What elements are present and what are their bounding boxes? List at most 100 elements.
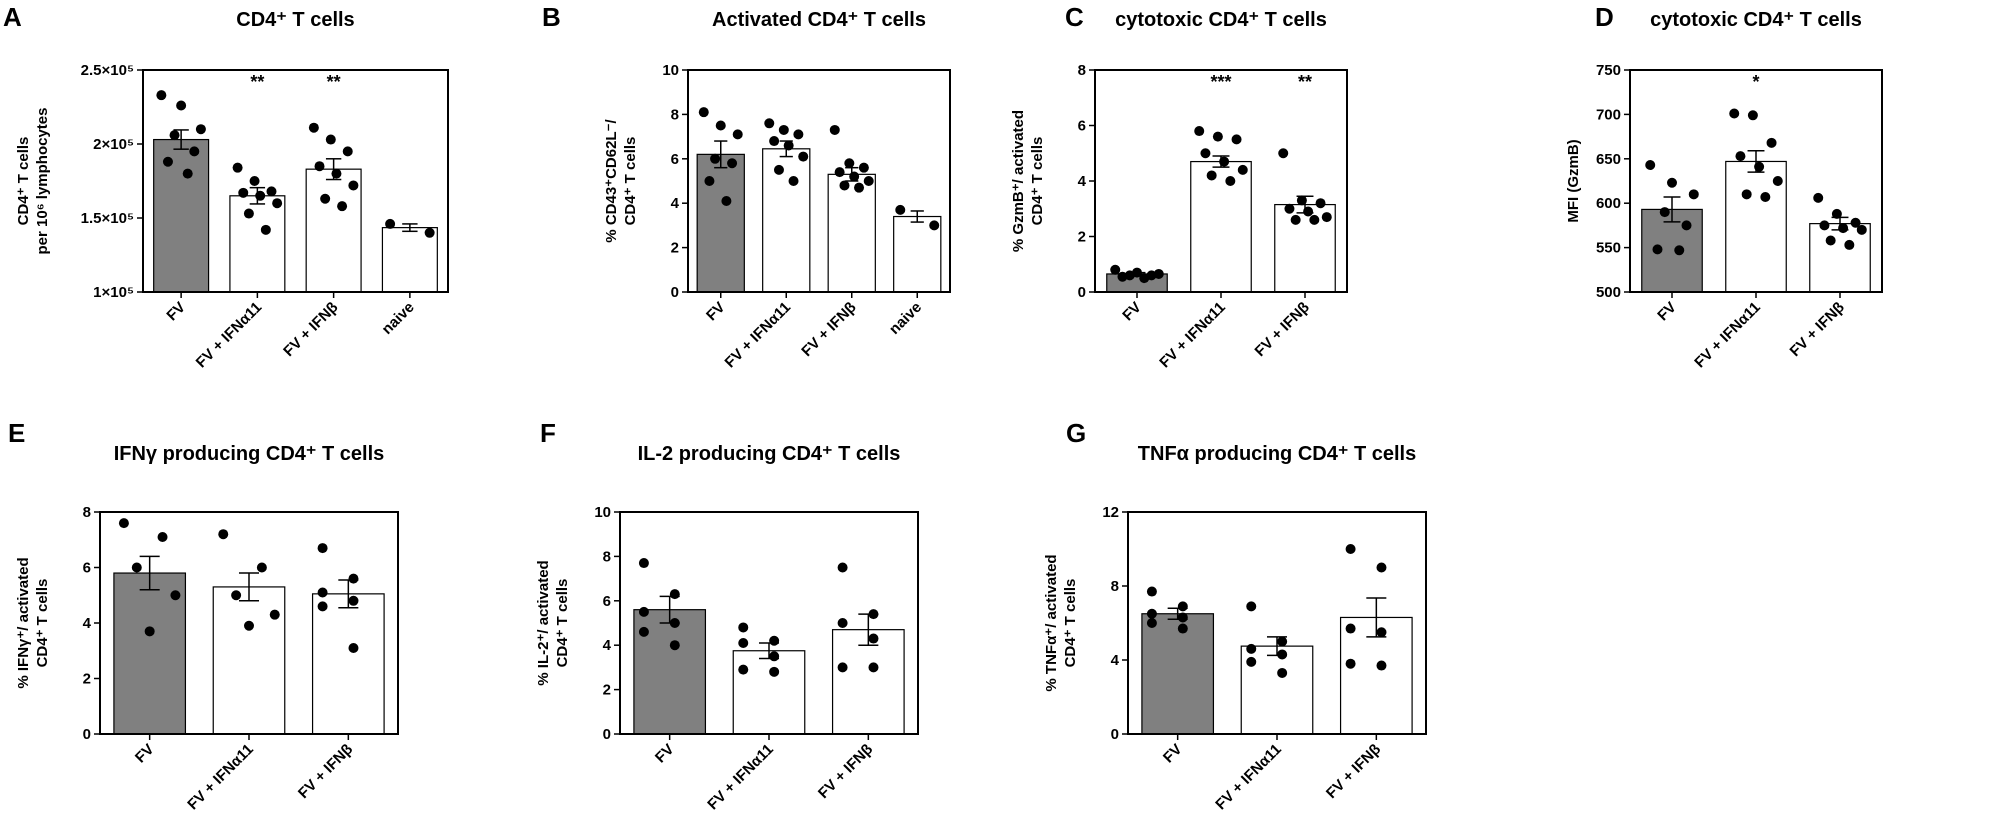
data-point xyxy=(1146,608,1157,619)
data-point xyxy=(1277,636,1288,647)
y-tick-label: 0 xyxy=(671,284,679,301)
x-tick-label: FV + IFNβ xyxy=(280,299,341,360)
data-point xyxy=(1652,244,1663,255)
data-point xyxy=(704,176,715,186)
data-point xyxy=(837,662,848,673)
y-tick-label: 2 xyxy=(671,240,679,257)
data-point xyxy=(783,140,794,151)
data-point xyxy=(170,590,181,601)
data-point xyxy=(1819,220,1830,231)
data-point xyxy=(798,151,809,162)
data-point xyxy=(1296,195,1307,206)
significance-marker: * xyxy=(1752,72,1759,92)
y-tick-label: 8 xyxy=(1111,578,1119,595)
data-point xyxy=(715,120,726,131)
data-point xyxy=(868,633,879,644)
data-point xyxy=(669,589,680,600)
data-point xyxy=(1278,148,1289,159)
data-point xyxy=(176,100,187,111)
data-point xyxy=(669,640,680,651)
data-point xyxy=(1735,151,1746,162)
data-point xyxy=(317,587,328,598)
y-axis-label: MFI (GzmB) xyxy=(1565,139,1582,222)
data-point xyxy=(1760,191,1771,202)
data-point xyxy=(255,190,266,201)
data-point xyxy=(1376,660,1387,671)
data-point xyxy=(385,218,396,229)
data-point xyxy=(638,606,649,617)
y-tick-label: 1.5×10⁵ xyxy=(81,210,134,227)
data-point xyxy=(1277,649,1288,660)
x-tick-label: FV xyxy=(703,299,729,325)
data-point xyxy=(1284,203,1295,214)
data-point xyxy=(1345,658,1356,669)
data-point xyxy=(232,162,243,173)
plot-frame xyxy=(1127,511,1427,735)
data-point xyxy=(1200,148,1211,159)
bar-1 xyxy=(212,586,286,735)
data-point xyxy=(849,171,860,182)
data-point xyxy=(868,609,879,620)
y-tick-label: 8 xyxy=(1078,62,1086,79)
x-tick-label: FV + IFNα11 xyxy=(193,299,265,371)
panel-f: F IL-2 producing CD4⁺ T cells FV FV + IFNα1… xyxy=(535,418,919,813)
data-point xyxy=(131,562,142,573)
data-point xyxy=(1345,544,1356,554)
panel-title: TNFα producing CD4⁺ T cells xyxy=(1138,443,1416,465)
data-point xyxy=(169,130,180,141)
y-axis-label: per 10⁶ lymphocytes xyxy=(34,108,51,255)
data-point xyxy=(1177,623,1188,634)
data-point xyxy=(1825,235,1836,246)
x-tick-label: FV + IFNβ xyxy=(295,741,356,802)
y-tick-label: 4 xyxy=(1078,173,1087,190)
data-point xyxy=(1856,224,1867,235)
data-point xyxy=(195,124,206,135)
data-point xyxy=(738,664,749,675)
panel-letter: C xyxy=(1065,2,1084,32)
data-point xyxy=(1246,656,1257,667)
data-point xyxy=(778,124,789,135)
panel-e: E IFNγ producing CD4⁺ T cells FV FV + IFNα1… xyxy=(8,418,399,813)
y-tick-label: 0 xyxy=(83,726,91,743)
data-point xyxy=(218,529,229,540)
y-tick-label: 8 xyxy=(671,106,679,123)
significance-marker: *** xyxy=(1210,72,1231,92)
data-point xyxy=(1315,198,1326,209)
data-point xyxy=(314,161,325,172)
y-tick-label: 10 xyxy=(662,62,679,79)
data-point xyxy=(710,153,721,164)
bar-0 xyxy=(696,153,745,293)
data-point xyxy=(1206,170,1217,181)
data-point xyxy=(773,164,784,175)
data-point xyxy=(269,609,280,620)
data-point xyxy=(1246,601,1257,612)
data-point xyxy=(1177,612,1188,623)
y-tick-label: 500 xyxy=(1596,284,1621,301)
y-axis-label: % IFNγ⁺/ activated xyxy=(15,557,32,688)
data-point xyxy=(858,162,869,173)
data-point xyxy=(348,595,359,606)
data-point xyxy=(1747,110,1758,121)
panel-a: A CD4⁺ T cells FV ** FV + IFNα11 ** FV + IFNβ n… xyxy=(3,2,449,371)
data-point xyxy=(769,666,780,677)
data-point xyxy=(317,543,328,554)
y-tick-label: 6 xyxy=(671,151,679,168)
x-tick-label: naive xyxy=(379,299,418,338)
data-point xyxy=(1688,189,1699,200)
data-point xyxy=(157,531,168,542)
bar-1 xyxy=(229,195,286,293)
data-point xyxy=(182,168,193,179)
panel-title: IL-2 producing CD4⁺ T cells xyxy=(638,443,901,465)
data-point xyxy=(337,201,348,212)
x-tick-label: FV xyxy=(1119,299,1145,325)
y-axis-label: CD4⁺ T cells xyxy=(1029,137,1046,226)
data-point xyxy=(342,146,353,157)
y-tick-label: 12 xyxy=(1102,504,1119,521)
data-point xyxy=(1237,164,1248,175)
panel-title: IFNγ producing CD4⁺ T cells xyxy=(114,443,385,465)
data-point xyxy=(839,180,850,191)
y-tick-label: 4 xyxy=(1111,652,1120,669)
data-point xyxy=(1772,176,1783,186)
data-point xyxy=(348,642,359,653)
